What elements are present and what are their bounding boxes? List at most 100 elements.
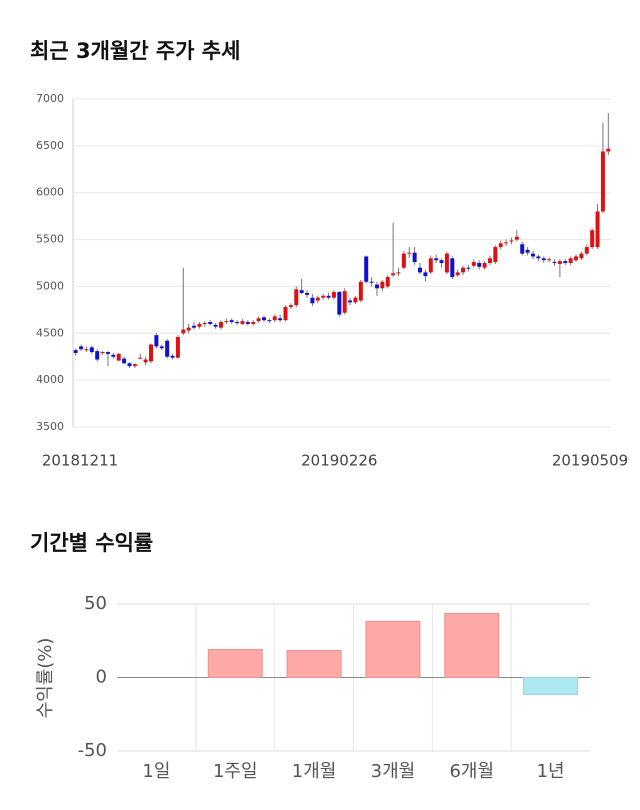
candle-body (326, 295, 331, 298)
candle-body (186, 327, 191, 331)
candle-body (240, 321, 245, 324)
candle-body (79, 346, 84, 350)
candle-body (111, 354, 116, 357)
chart-title: 기간별 수익률 (30, 531, 153, 555)
candle-body (299, 290, 304, 293)
chart-title: 최근 3개월간 주가 추세 (30, 39, 240, 63)
bar (286, 649, 342, 679)
candle-body (385, 277, 390, 287)
y-tick-label: 3500 (36, 420, 64, 433)
candle-body (584, 247, 589, 254)
y-tick-label: 4500 (36, 326, 64, 339)
candle-body (245, 322, 250, 324)
candle-body (509, 240, 514, 242)
candle-body (272, 316, 277, 321)
candle-body (396, 272, 401, 274)
candle-body (568, 258, 573, 263)
candle-body (197, 323, 202, 327)
candle-body (73, 350, 78, 353)
candle-body (278, 318, 283, 321)
y-axis-label: 수익률(%) (35, 638, 56, 719)
candle-body (418, 267, 423, 273)
candle-body (229, 320, 234, 323)
y-tick-label: 50 (84, 593, 107, 614)
candle-body (256, 318, 261, 322)
x-tick-label: 3개월 (371, 761, 416, 782)
candle-body (547, 259, 552, 261)
bar (523, 677, 579, 695)
candle-body (514, 236, 519, 240)
x-tick-label: 20181211 (42, 452, 118, 470)
candle-body (439, 260, 444, 263)
candle-body (407, 252, 412, 254)
candle-body (358, 281, 363, 301)
candle-body (116, 353, 121, 361)
candle-body (391, 273, 396, 276)
candle-body (369, 281, 374, 283)
candle-body (122, 358, 127, 364)
candle-body (305, 292, 310, 295)
candle-body (165, 340, 170, 357)
candle-body (149, 344, 154, 362)
y-tick-label: 5000 (36, 279, 64, 292)
y-tick-label: 0 (96, 667, 107, 688)
candle-body (251, 322, 256, 324)
candle-body (315, 297, 320, 301)
candle-body (213, 324, 218, 327)
x-tick-label: 6개월 (449, 761, 494, 782)
candle-body (606, 148, 611, 152)
candle-body (412, 252, 417, 263)
candle-body (218, 322, 223, 328)
candle-body (89, 347, 94, 353)
candle-body (444, 253, 449, 273)
candle-body (348, 300, 353, 303)
y-tick-label: 5500 (36, 233, 64, 246)
candle-body (504, 242, 509, 244)
candle-body (520, 244, 525, 254)
candle-body (170, 355, 175, 358)
candle-body (159, 346, 164, 349)
candle-body (466, 267, 471, 269)
candle-body (428, 258, 433, 273)
candle-body (579, 253, 584, 259)
bar (444, 612, 500, 679)
candle-body (337, 292, 342, 315)
candle-body (154, 335, 159, 347)
candle-body (498, 243, 503, 248)
candle-body (175, 337, 180, 358)
candle-body (541, 258, 546, 261)
candle-body (310, 297, 315, 304)
bar (365, 620, 421, 679)
x-tick-label: 1개월 (292, 761, 337, 782)
candle-body (590, 230, 595, 248)
candle-body (202, 322, 207, 324)
candle-body (455, 272, 460, 276)
candle-body (100, 352, 105, 354)
candle-body (192, 325, 197, 328)
candle-body (552, 262, 557, 264)
candle-body (84, 349, 89, 351)
candle-body (364, 256, 369, 282)
x-tick-label: 20190226 (301, 452, 377, 470)
candle-body (235, 322, 240, 324)
candle-body (380, 281, 385, 289)
x-tick-label: 1년 (537, 761, 565, 782)
candle-body (477, 263, 482, 267)
candle-body (487, 258, 492, 263)
candle-body (132, 364, 137, 367)
candle-body (353, 297, 358, 303)
candle-body (208, 322, 213, 324)
candle-body (493, 247, 498, 263)
candle-body (105, 352, 110, 354)
candle-body (574, 256, 579, 261)
candle-body (224, 321, 229, 323)
candle-body (294, 289, 299, 306)
candle-body (600, 151, 605, 212)
candle-body (143, 359, 148, 363)
candle-body (95, 351, 100, 360)
candle-body (530, 253, 535, 257)
candle-body (267, 320, 272, 322)
candle-body (127, 363, 132, 367)
candle-body (342, 291, 347, 313)
